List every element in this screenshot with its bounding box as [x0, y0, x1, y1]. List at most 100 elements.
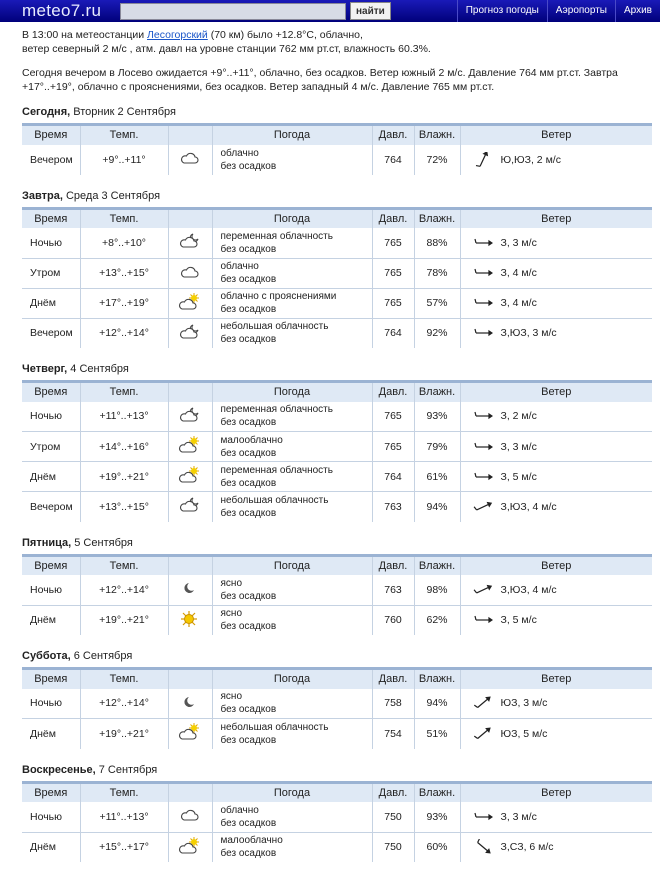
- nav-airports[interactable]: Аэропорты: [546, 0, 615, 22]
- time-cell: Ночью: [30, 236, 63, 249]
- search-button[interactable]: найти: [350, 2, 391, 20]
- nav-forecast[interactable]: Прогноз погоды: [456, 0, 547, 22]
- day-date: 5 Сентября: [71, 536, 133, 549]
- precip-text: без осадков: [220, 274, 277, 285]
- nav-archive[interactable]: Архив: [614, 0, 660, 22]
- time-cell: Ночью: [30, 697, 63, 710]
- temp-cell: +19°..+21°: [79, 718, 168, 749]
- weather-icon-cell: [167, 287, 212, 318]
- wind-cell: Ю,ЮЗ, 2 м/с: [459, 144, 652, 175]
- weather-icon-cell: [167, 718, 212, 749]
- cloud-icon: [180, 266, 199, 278]
- sky-text: небольшая облачность: [220, 321, 329, 333]
- wind-text: З,СЗ, 6 м/с: [500, 841, 554, 854]
- weather-icon-cell: [167, 831, 212, 862]
- wind-text: З, 5 м/с: [500, 614, 537, 627]
- precip-text: без осадков: [220, 621, 277, 633]
- day-label: Сегодня,: [22, 106, 71, 118]
- wind-arrow-icon: [473, 267, 501, 279]
- sky-text: ясно: [220, 691, 243, 703]
- temp-cell: +11°..+13°: [79, 401, 168, 432]
- wind-text: ЮЗ, 5 м/с: [500, 727, 548, 740]
- wind-arrow-icon: [473, 727, 501, 740]
- table-row: Днём +19°..+21° ясно без осадков 760 62% …: [22, 604, 652, 635]
- humidity-cell: 60%: [413, 831, 460, 862]
- table-row: Днём +19°..+21° небольшая облачность без …: [22, 718, 652, 749]
- pressure-cell: 764: [371, 144, 414, 175]
- main-nav: Прогноз погоды Аэропорты Архив: [456, 0, 660, 22]
- current-conditions: В 13:00 на метеостанции Лесогорский (70 …: [22, 28, 660, 94]
- weather-cell: ясно без осадков: [211, 688, 372, 719]
- sun-icon: [181, 610, 197, 627]
- column-header: Время: [22, 381, 80, 402]
- cloud-moon-icon: [179, 324, 199, 339]
- table-row: Ночью +11°..+13° переменная облачность бе…: [22, 401, 652, 432]
- cloud-sun-icon: [178, 466, 199, 483]
- time-cell: Вечером: [30, 153, 73, 166]
- precip-text: без осадков: [220, 417, 277, 429]
- wind-arrow-icon: [473, 470, 501, 482]
- column-header: Время: [22, 124, 80, 145]
- wind-cell: З, 4 м/с: [459, 257, 652, 288]
- wind-cell: З, 4 м/с: [459, 287, 652, 318]
- forecast-table: Время Темп. Погода Давл. Влажн. Ветер Ночью +…: [22, 780, 652, 862]
- day-label: Четверг,: [22, 363, 68, 375]
- weather-cell: переменная облачность без осадков: [211, 401, 372, 432]
- weather-icon-cell: [167, 317, 212, 348]
- day-title: Сегодня, Вторник 2 Сентября: [22, 104, 652, 120]
- weather-icon-cell: [167, 604, 212, 635]
- humidity-cell: 72%: [413, 144, 460, 175]
- cloud-moon-icon: [179, 497, 199, 512]
- forecast-table: Время Темп. Погода Давл. Влажн. Ветер Вечером…: [22, 123, 652, 175]
- station-link[interactable]: Лесогорский: [147, 29, 208, 41]
- weather-icon-cell: [167, 228, 212, 258]
- wind-text: З, 3 м/с: [500, 810, 537, 823]
- wind-arrow-icon: [473, 410, 501, 422]
- column-header: Погода: [211, 124, 372, 145]
- cloud-sun-icon: [178, 292, 199, 310]
- column-header: Ветер: [459, 124, 652, 145]
- site-logo[interactable]: meteo7.ru: [22, 1, 102, 20]
- column-header: Давл.: [371, 381, 414, 402]
- humidity-cell: 94%: [413, 491, 460, 522]
- cloud-moon-icon: [179, 233, 199, 248]
- temp-cell: +15°..+17°: [79, 831, 168, 862]
- weather-cell: ясно без осадков: [211, 604, 372, 635]
- cloud-sun-icon: [178, 436, 199, 453]
- weather-icon-cell: [167, 575, 212, 605]
- weather-icon-cell: [167, 491, 212, 522]
- column-header: [167, 782, 212, 802]
- weather-icon-cell: [167, 802, 212, 832]
- table-row: Днём +19°..+21° переменная облачность без…: [22, 461, 652, 492]
- day-section: Пятница, 5 Сентября Время Темп. Погода Давл…: [22, 535, 652, 635]
- current-text-cont: (70 км) было +12.8°С, облачно,: [207, 29, 363, 41]
- wind-arrow-icon: [473, 838, 501, 854]
- day-section: Суббота, 6 Сентября Время Темп. Погода Давл…: [22, 648, 652, 749]
- time-cell: Днём: [22, 831, 80, 862]
- day-date: 6 Сентября: [70, 650, 133, 662]
- wind-cell: ЮЗ, 5 м/с: [459, 718, 652, 749]
- column-header: [167, 381, 212, 402]
- precip-text: без осадков: [220, 507, 277, 519]
- forecast-days: Сегодня, Вторник 2 Сентября Время Темп. По…: [0, 104, 660, 862]
- column-header: Влажн.: [413, 208, 460, 228]
- pressure-cell: 763: [371, 575, 414, 605]
- day-label: Пятница,: [22, 536, 72, 549]
- wind-text: З,ЮЗ, 4 м/с: [500, 583, 557, 596]
- weather-cell: небольшая облачность без осадков: [211, 491, 372, 522]
- column-header: [167, 668, 212, 689]
- moon-icon: [184, 696, 194, 707]
- sky-text: облачно с прояснениями: [220, 291, 337, 302]
- weather-cell: облачно с прояснениями без осадков: [211, 287, 372, 318]
- sky-text: ясно: [220, 608, 243, 620]
- wind-cell: З, 3 м/с: [459, 431, 652, 462]
- sky-text: облачно: [220, 147, 259, 159]
- sky-text: переменная облачность: [220, 404, 333, 416]
- column-header: Погода: [211, 782, 372, 802]
- time-cell: Вечером: [22, 491, 80, 522]
- search-input[interactable]: [120, 2, 346, 20]
- forecast-table: Время Темп. Погода Давл. Влажн. Ветер Ночью +…: [22, 380, 652, 522]
- column-header: Время: [22, 668, 80, 689]
- weather-cell: малооблачно без осадков: [211, 431, 372, 462]
- column-header: Ветер: [459, 782, 652, 802]
